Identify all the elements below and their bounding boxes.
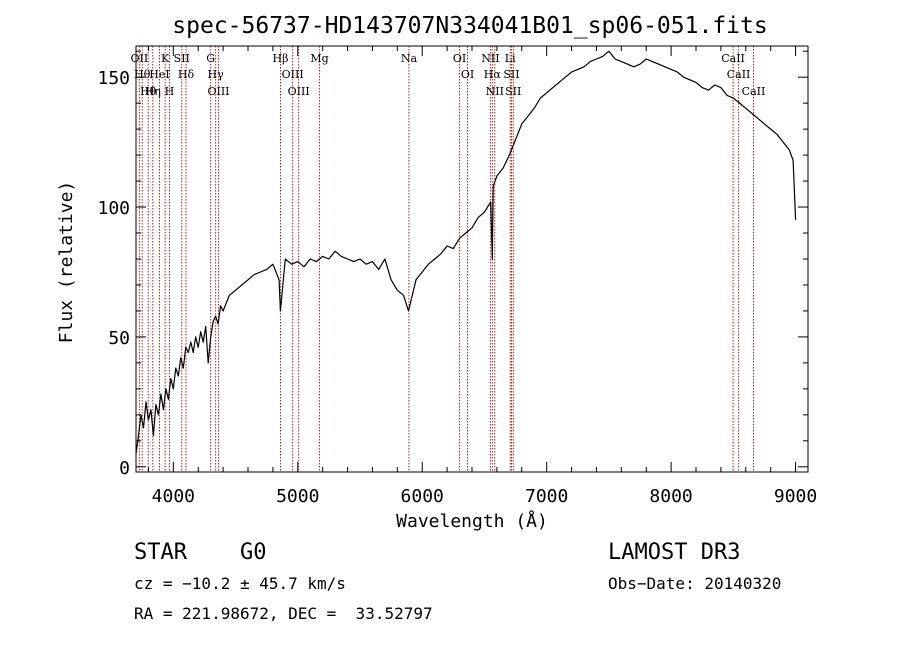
y-tick-label: 100 xyxy=(97,198,130,219)
plot-frame xyxy=(135,45,809,473)
line-label: NII xyxy=(481,52,499,65)
line-label: Na xyxy=(401,52,418,65)
spectrum-series xyxy=(135,50,797,454)
line-label: CaII xyxy=(727,68,751,81)
line-label: OIII xyxy=(207,85,229,98)
x-tick-label: 8000 xyxy=(649,486,692,507)
redshift-velocity: cz = −10.2 ± 45.7 km/s xyxy=(134,574,346,593)
object-class: STAR xyxy=(134,540,187,565)
x-tick-label: 4000 xyxy=(152,486,195,507)
line-label: H xyxy=(165,85,175,98)
line-label: G xyxy=(206,52,215,65)
line-label: Hγ xyxy=(208,68,225,81)
line-label: OIII xyxy=(282,68,304,81)
line-label: OI xyxy=(453,52,466,65)
line-label: Hθ xyxy=(134,68,151,81)
y-axis-label: Flux (relative) xyxy=(56,181,77,344)
line-label: Hα xyxy=(484,68,502,81)
x-tick-label: 9000 xyxy=(774,486,817,507)
x-axis-label: Wavelength (Å) xyxy=(396,510,548,532)
line-label: K xyxy=(161,52,170,65)
line-label: Hη xyxy=(145,85,161,98)
line-label: HeI xyxy=(149,68,169,81)
line-label: SII xyxy=(503,68,519,81)
line-label: Hθ xyxy=(140,85,157,98)
emission-line-markers xyxy=(138,46,754,472)
y-tick-label: 0 xyxy=(119,458,130,479)
spectrum-chart: spec-56737-HD143707N334041B01_sp06-051.f… xyxy=(56,13,817,532)
line-label: Hδ xyxy=(178,68,195,81)
coordinates: RA = 221.98672, DEC = 33.52797 xyxy=(134,604,433,623)
x-tick-label: 7000 xyxy=(525,486,568,507)
line-label: Li xyxy=(505,52,516,65)
line-label: Mg xyxy=(310,52,328,65)
x-tick-label: 5000 xyxy=(276,486,319,507)
spectrum-line xyxy=(135,50,797,454)
line-label: SII xyxy=(505,85,521,98)
y-tick-label: 150 xyxy=(97,68,130,89)
axis-ticks: 4000 5000 6000 7000 8000 9000 0 50 100 150 xyxy=(97,46,817,507)
line-label: NII xyxy=(486,85,504,98)
x-tick-label: 6000 xyxy=(401,486,444,507)
line-label: SII xyxy=(174,52,190,65)
line-label: CaII xyxy=(742,85,766,98)
line-label: CaII xyxy=(721,52,745,65)
observation-date: Obs−Date: 20140320 xyxy=(608,574,782,593)
y-tick-label: 50 xyxy=(108,328,130,349)
line-label: OI xyxy=(461,68,474,81)
line-label: OII xyxy=(131,52,149,65)
line-label: Hβ xyxy=(273,52,289,65)
survey-name: LAMOST DR3 xyxy=(608,540,741,565)
chart-title: spec-56737-HD143707N334041B01_sp06-051.f… xyxy=(172,13,767,39)
spectral-subclass: G0 xyxy=(240,540,267,565)
line-label: OIII xyxy=(288,85,310,98)
